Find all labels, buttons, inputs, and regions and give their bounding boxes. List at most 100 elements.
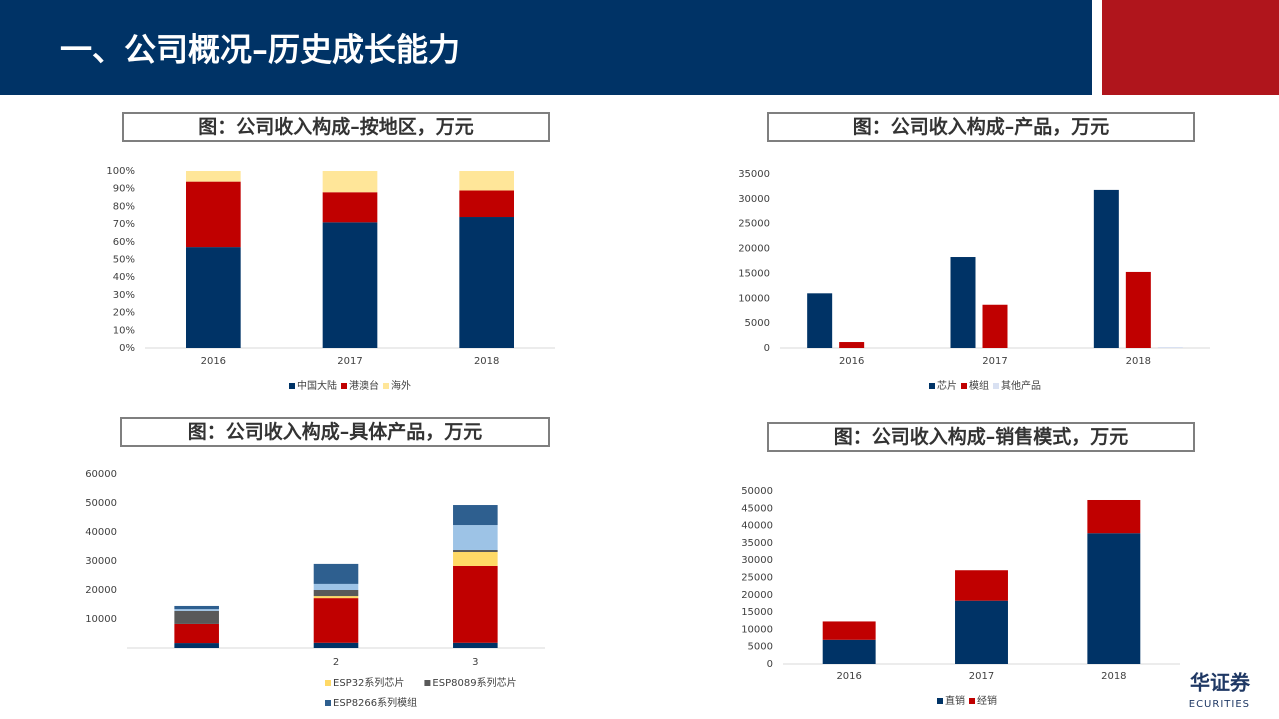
legend-swatch <box>424 680 431 686</box>
bar-segment <box>955 570 1008 601</box>
bar-segment <box>313 598 359 643</box>
x-tick-label: 2 <box>333 657 339 668</box>
legend-label: 模组 <box>969 379 989 392</box>
y-tick-label: 50% <box>113 255 135 266</box>
header-title: 一、公司概况–历史成长能力 <box>60 31 460 69</box>
legend-label: ESP8266系列模组 <box>333 696 417 709</box>
bar-segment <box>322 171 378 193</box>
bar-segment <box>186 247 241 348</box>
header-accent <box>1102 0 1279 95</box>
x-tick-label: 2018 <box>474 356 499 367</box>
bar-segment <box>453 565 498 643</box>
bar-segment <box>186 181 241 248</box>
logo-subtext: ECURITIES <box>1189 699 1250 710</box>
x-tick-label: 2017 <box>969 671 994 682</box>
y-tick-label: 10000 <box>738 293 770 304</box>
x-tick-label: 2016 <box>201 356 226 367</box>
y-tick-label: 40000 <box>741 521 773 532</box>
legend-swatch <box>325 700 331 706</box>
bar-segment <box>174 643 219 648</box>
legend-swatch <box>929 383 935 389</box>
bar-segment <box>459 217 514 348</box>
legend-swatch <box>961 383 967 389</box>
bar-segment <box>322 222 378 348</box>
y-tick-label: 25000 <box>741 573 773 584</box>
bar <box>1125 271 1151 348</box>
legend-swatch <box>383 383 389 389</box>
y-tick-label: 60000 <box>85 469 117 480</box>
y-tick-label: 15000 <box>741 607 773 618</box>
chart-title: 图：公司收入构成–产品，万元 <box>853 115 1110 138</box>
y-tick-label: 50000 <box>741 486 773 497</box>
bar-segment <box>313 563 359 584</box>
bar <box>950 257 976 348</box>
bar-segment <box>174 605 219 610</box>
x-tick-label: 2018 <box>1126 356 1151 367</box>
bar-segment <box>313 583 359 590</box>
bar-segment <box>453 552 498 566</box>
y-tick-label: 45000 <box>741 503 773 514</box>
y-tick-label: 10% <box>113 325 135 336</box>
bar-segment <box>453 549 498 553</box>
y-tick-label: 5000 <box>745 318 770 329</box>
y-tick-label: 10000 <box>741 624 773 635</box>
y-tick-label: 20000 <box>741 590 773 601</box>
y-tick-label: 20% <box>113 308 135 319</box>
y-tick-label: 90% <box>113 184 135 195</box>
chart-title-box <box>120 417 550 447</box>
y-tick-label: 20000 <box>85 585 117 596</box>
bar-segment <box>1087 533 1141 664</box>
bar-segment <box>1087 499 1141 534</box>
bar <box>839 342 865 348</box>
chart-title-box <box>767 112 1195 142</box>
y-tick-label: 60% <box>113 237 135 248</box>
y-tick-label: 0 <box>767 659 773 670</box>
legend-label: 中国大陆 <box>297 379 337 392</box>
bar-segment <box>174 609 219 611</box>
x-tick-label: 2017 <box>337 356 362 367</box>
legend-label: 经销 <box>977 694 997 707</box>
chart-title-box <box>122 112 550 142</box>
chart-title: 图：公司收入构成–按地区，万元 <box>198 115 474 138</box>
bar-segment <box>174 610 219 624</box>
y-tick-label: 15000 <box>738 268 770 279</box>
y-tick-label: 10000 <box>85 614 117 625</box>
legend-label: 港澳台 <box>349 379 379 392</box>
y-tick-label: 20000 <box>738 244 770 255</box>
y-tick-label: 0% <box>119 343 135 354</box>
legend-label: 海外 <box>391 379 411 392</box>
y-tick-label: 30000 <box>741 555 773 566</box>
y-tick-label: 35000 <box>738 169 770 180</box>
legend-swatch <box>341 383 347 389</box>
x-tick-label: 2016 <box>836 671 861 682</box>
bar-segment <box>322 192 378 223</box>
legend-label: ESP32系列芯片 <box>333 676 404 689</box>
bar-segment <box>313 590 359 597</box>
bar-segment <box>453 505 498 526</box>
bar-segment <box>459 171 514 191</box>
y-tick-label: 30000 <box>85 556 117 567</box>
x-tick-label: 2016 <box>839 356 864 367</box>
legend-swatch <box>969 698 975 704</box>
legend-label: 芯片 <box>937 379 957 392</box>
x-tick-label: 3 <box>472 657 478 668</box>
bar-segment <box>822 621 876 640</box>
bar <box>1093 189 1119 348</box>
y-tick-label: 5000 <box>748 642 773 653</box>
legend-swatch <box>325 680 331 686</box>
legend-label: 其他产品 <box>1001 379 1041 392</box>
legend-swatch <box>289 383 295 389</box>
legend-swatch <box>993 383 999 389</box>
bar-segment <box>186 171 241 182</box>
y-tick-label: 40% <box>113 272 135 283</box>
bar-segment <box>459 190 514 218</box>
y-tick-label: 30% <box>113 290 135 301</box>
bar <box>1157 347 1183 348</box>
logo-text: 华证券 <box>1190 671 1251 695</box>
y-tick-label: 70% <box>113 219 135 230</box>
bar-segment <box>313 596 359 599</box>
legend-label: 直销 <box>945 694 965 707</box>
bar-segment <box>955 600 1008 664</box>
y-tick-label: 100% <box>106 166 135 177</box>
